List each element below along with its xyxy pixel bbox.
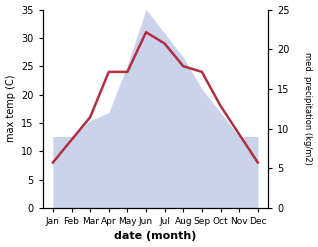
Y-axis label: max temp (C): max temp (C) [5,75,16,143]
Y-axis label: med. precipitation (kg/m2): med. precipitation (kg/m2) [303,52,313,165]
X-axis label: date (month): date (month) [114,231,197,242]
